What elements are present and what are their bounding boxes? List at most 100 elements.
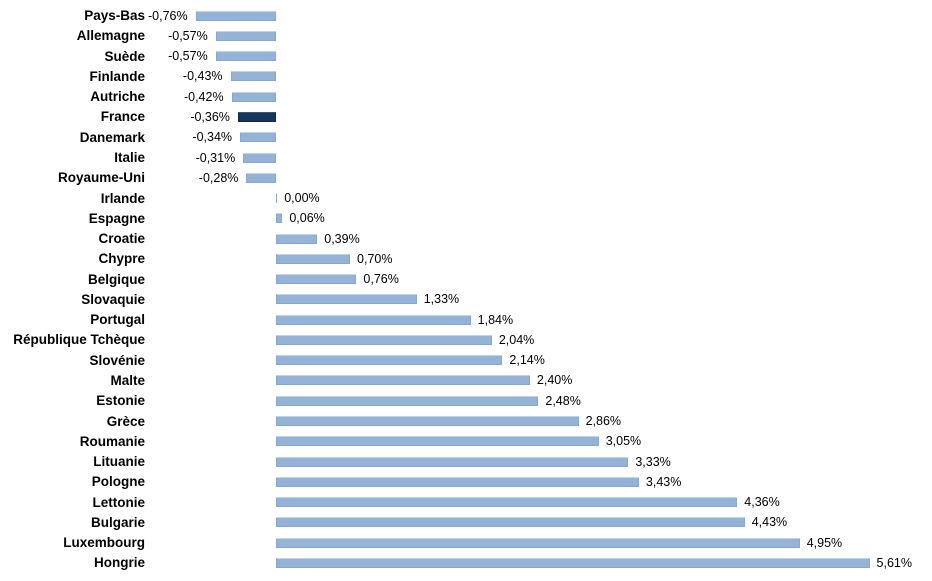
value-label: -0,57% — [168, 49, 208, 64]
category-label: Irlande — [100, 190, 145, 206]
category-label: Pologne — [91, 474, 145, 490]
bar — [276, 375, 530, 386]
chart-row: Allemagne -0,57% — [0, 26, 932, 46]
bar — [276, 456, 629, 467]
value-label: 0,39% — [324, 231, 360, 246]
value-label: 3,33% — [635, 454, 671, 469]
value-label: 0,76% — [363, 272, 399, 287]
chart-row: Pays-Bas -0,76% — [0, 6, 932, 26]
bar — [276, 314, 471, 325]
bar — [276, 274, 357, 285]
category-label: Danemark — [79, 129, 145, 145]
category-label: Pays-Bas — [84, 8, 145, 24]
category-label: Luxembourg — [63, 535, 145, 551]
value-label: 2,04% — [498, 332, 535, 347]
chart-row: Italie -0,31% — [0, 147, 932, 167]
bar — [276, 395, 539, 406]
category-label: République Tchèque — [13, 332, 145, 348]
chart-row: Estonie 2,48% — [0, 391, 932, 411]
category-label: Finlande — [89, 68, 145, 84]
chart-row: Slovénie 2,14% — [0, 350, 932, 370]
value-label: -0,28% — [198, 170, 239, 185]
category-label: Italie — [114, 150, 145, 165]
value-label: -0,42% — [183, 89, 224, 104]
bar — [240, 132, 276, 143]
category-label: Belgique — [87, 271, 145, 287]
category-label: Allemagne — [76, 28, 145, 44]
bar — [195, 10, 276, 21]
value-label: 2,40% — [536, 373, 573, 388]
chart-row: Pologne 3,43% — [0, 472, 932, 492]
value-label: -0,31% — [195, 150, 236, 165]
bar — [276, 193, 278, 204]
bar — [276, 537, 800, 548]
bar — [276, 213, 283, 224]
chart-row: Slovaquie 1,33% — [0, 289, 932, 309]
value-label: -0,76% — [147, 8, 188, 23]
value-label: -0,43% — [182, 69, 223, 84]
value-label: -0,34% — [192, 130, 233, 145]
bar — [276, 416, 579, 427]
bar — [246, 172, 276, 183]
value-label: 0,70% — [357, 251, 393, 266]
value-label: 4,43% — [751, 515, 788, 530]
chart-row: Croatie 0,39% — [0, 228, 932, 248]
value-label: 3,05% — [605, 434, 642, 449]
value-label: 4,95% — [806, 535, 843, 550]
category-label: Malte — [110, 372, 145, 388]
chart-row: Irlande 0,00% — [0, 188, 932, 208]
bar — [276, 517, 745, 528]
category-label: Lettonie — [92, 494, 146, 510]
chart-row: République Tchèque 2,04% — [0, 330, 932, 350]
value-label: 2,14% — [509, 353, 545, 368]
bar — [215, 30, 276, 41]
bar — [243, 152, 276, 163]
bar — [276, 294, 417, 305]
bar — [230, 71, 276, 82]
category-label: Royaume-Uni — [57, 170, 145, 186]
value-label: 5,61% — [876, 555, 912, 570]
value-label: 0,06% — [289, 211, 325, 226]
category-label: Bulgarie — [90, 514, 145, 530]
category-label: Lituanie — [93, 454, 145, 470]
value-label: 1,33% — [423, 292, 460, 307]
chart-row: Espagne 0,06% — [0, 208, 932, 228]
category-label: Roumanie — [79, 433, 145, 449]
chart-row: Hongrie 5,61% — [0, 553, 932, 573]
chart-row: Belgique 0,76% — [0, 269, 932, 289]
bar — [276, 355, 503, 366]
category-label: Portugal — [90, 312, 145, 328]
category-label: Estonie — [96, 393, 145, 409]
bar — [276, 436, 599, 447]
value-label: 4,36% — [744, 495, 780, 510]
category-label: Grèce — [106, 413, 145, 429]
chart-row: Lituanie 3,33% — [0, 451, 932, 471]
chart-row: Finlande -0,43% — [0, 66, 932, 86]
category-label: France — [100, 109, 145, 125]
category-label: Slovénie — [89, 352, 145, 368]
category-label: Suède — [104, 48, 145, 64]
chart-row: Danemark -0,34% — [0, 127, 932, 147]
value-label: 1,84% — [477, 312, 514, 327]
value-label: 2,86% — [585, 414, 622, 429]
chart-row: Bulgarie 4,43% — [0, 512, 932, 532]
value-label: -0,36% — [190, 109, 230, 124]
bar — [276, 557, 870, 568]
chart-row: Grèce 2,86% — [0, 411, 932, 431]
chart-row: Roumanie 3,05% — [0, 431, 932, 451]
bar — [276, 476, 639, 487]
value-label: 3,43% — [645, 474, 682, 489]
bar — [276, 233, 318, 244]
chart-row: Malte 2,40% — [0, 370, 932, 390]
category-label: Chypre — [98, 251, 145, 267]
value-label: 0,00% — [284, 191, 320, 206]
bar — [276, 497, 738, 508]
chart-row: Chypre 0,70% — [0, 249, 932, 269]
category-label: Autriche — [90, 89, 145, 105]
bar-highlight — [237, 111, 276, 122]
category-label: Hongrie — [93, 555, 145, 571]
value-label: 2,48% — [545, 393, 581, 408]
bar — [276, 253, 351, 264]
value-label: -0,57% — [168, 28, 208, 43]
